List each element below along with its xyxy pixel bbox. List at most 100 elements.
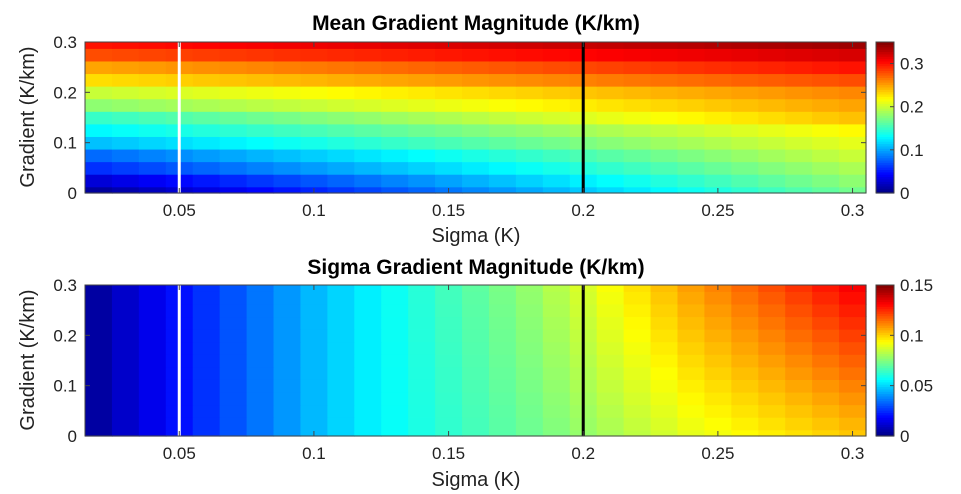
colorbar-swatch [876,410,894,414]
heatmap-cell [596,73,625,87]
heatmap-cell [758,354,786,368]
heatmap-cell [488,285,517,292]
heatmap-cell [542,341,571,355]
heatmap-cell [85,316,113,330]
heatmap-cell [704,379,732,393]
heatmap-cell [138,366,167,380]
heatmap-cell [219,404,248,418]
heatmap-cell [812,98,840,112]
heatmap-cell [462,366,490,380]
colorbar [875,41,895,194]
colorbar-swatch [876,157,894,161]
heatmap-cell [677,186,706,194]
heatmap-cell [758,111,786,125]
heatmap-cell [435,161,463,175]
colorbar-swatch [876,414,894,418]
heatmap-cell [435,366,463,380]
heatmap-cell [111,111,140,125]
heatmap-cell [300,303,328,318]
heatmap-cell [488,86,517,100]
heatmap-cell [515,417,544,431]
colorbar-swatch [876,374,894,378]
heatmap-cell [758,429,786,437]
heatmap-cell [354,174,382,188]
colorbar-swatch [876,136,894,140]
heatmap-cell [381,291,409,305]
heatmap-cell [488,136,517,150]
heatmap-cell [677,174,706,188]
heatmap-cell [785,174,813,188]
heatmap-cell [623,123,652,137]
heatmap-cell [839,291,867,305]
x-axis-ticks: 0.05 0.1 0.15 0.2 0.25 0.3 [163,285,864,463]
heatmap-cell [435,316,463,330]
heatmap-cell [300,291,328,305]
heatmap-cell [677,98,706,112]
heatmap-cell [354,429,382,437]
heatmap-cell [731,111,759,125]
heatmap-cell [785,186,813,194]
y-tick-label: 0.2 [53,326,77,345]
x-axis-label: Sigma (K) [432,469,521,491]
heatmap-cell [138,42,167,49]
heatmap-cell [219,48,248,62]
heatmap-cell [192,123,221,137]
heatmap-cell [596,291,625,305]
heatmap-cell [138,329,167,343]
colorbar-swatch [876,391,894,395]
heatmap-cell [462,291,490,305]
heatmap-cell [246,161,275,175]
heatmap-cell [138,86,167,100]
heatmap-cell [408,136,436,150]
y-axis-label: Gradient (K/km) [17,46,39,187]
heatmap-cell [408,341,436,355]
heatmap-cell [462,86,490,100]
colorbar-swatch [876,56,894,60]
heatmap-cell [462,161,490,175]
heatmap-cell [704,174,732,188]
heatmap-cell [785,391,813,406]
heatmap-cell [408,329,436,343]
heatmap-cell [677,366,706,380]
heatmap-cell [219,161,248,175]
heatmap-cell [219,111,248,125]
heatmap-cell [731,429,759,437]
heatmap-cell [435,417,463,431]
heatmap-cell [677,417,706,431]
heatmap-cell [596,136,625,150]
heatmap-cell [354,136,382,150]
heatmap-cell [623,148,652,163]
heatmap-cell [273,123,302,137]
heatmap-cell [812,86,840,100]
heatmap-cell [488,341,517,355]
y-axis-ticks: 0 0.1 0.2 0.3 [53,33,866,203]
heatmap-cell [488,123,517,137]
heatmap-cell [677,391,706,406]
heatmap-cell [327,354,355,368]
colorbar-swatch [876,346,894,350]
heatmap-cell [381,136,409,150]
heatmap-cell [408,291,436,305]
heatmap-cell [812,404,840,418]
colorbar-ticks: 0 0.1 0.2 0.3 [890,55,924,203]
heatmap-cell [488,379,517,393]
heatmap-cell [354,42,382,49]
heatmap-cell [515,391,544,406]
heatmap-cell [246,341,275,355]
heatmap-cell [462,48,490,62]
heatmap-cell [462,111,490,125]
heatmap-cell [596,123,625,137]
heatmap-cell [839,379,867,393]
colorbar [875,284,895,437]
heatmap-cell [812,291,840,305]
heatmap-cell [246,379,275,393]
heatmap-cell [246,429,275,437]
colorbar-swatch [876,159,894,163]
heatmap-cell [273,186,302,194]
heatmap-cell [758,174,786,188]
heatmap-cell [462,186,490,194]
heatmap-cell [515,148,544,163]
heatmap-cell [246,123,275,137]
heatmap-cell [731,98,759,112]
heatmap-cell [462,316,490,330]
